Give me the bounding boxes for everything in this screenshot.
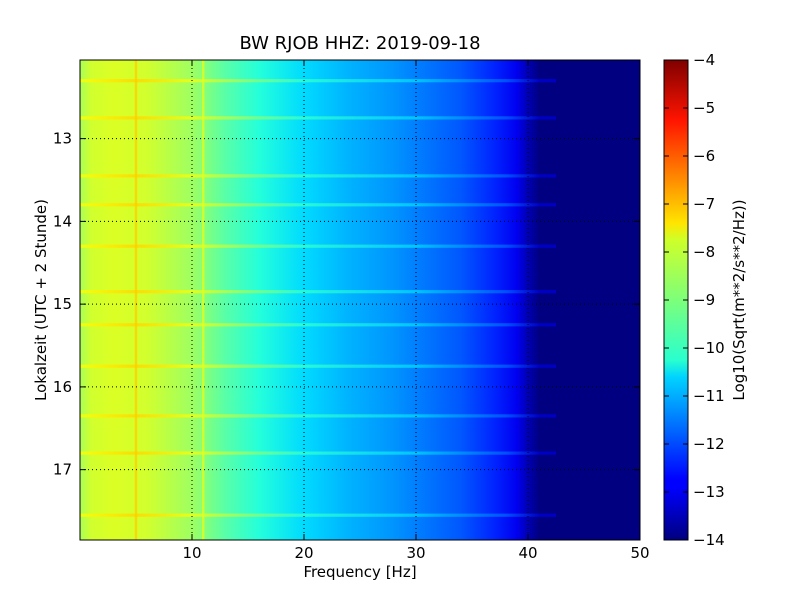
burst-line <box>80 513 556 517</box>
y-tick-label: 15 <box>53 295 72 313</box>
y-axis: 13 14 15 16 17 <box>53 130 640 479</box>
burst-line <box>80 79 556 83</box>
burst-line <box>80 116 556 120</box>
colorbar-tick-label: −7 <box>693 195 715 213</box>
plot-area <box>80 60 640 540</box>
colorbar-tick-label: −4 <box>693 51 715 69</box>
burst-line <box>80 323 556 327</box>
colorbar-tick-label: −9 <box>693 291 715 309</box>
x-tick-label: 10 <box>182 544 201 562</box>
colorbar-tick-label: −5 <box>693 99 715 117</box>
x-tick-label: 50 <box>630 544 649 562</box>
burst-line <box>80 451 556 455</box>
x-tick-label: 40 <box>518 544 537 562</box>
colorbar-tick-label: −6 <box>693 147 715 165</box>
y-tick-label: 16 <box>53 378 72 396</box>
colorbar-tick-label: −12 <box>693 435 725 453</box>
y-axis-label: Lokalzeit (UTC + 2 Stunde) <box>32 199 50 401</box>
colorbar-tick-label: −13 <box>693 483 725 501</box>
persistent-line <box>134 60 138 540</box>
y-tick-label: 13 <box>53 130 72 148</box>
burst-line <box>80 203 556 207</box>
colorbar-label: Log10(Sqrt(m**2/s**2/Hz)) <box>730 199 748 400</box>
x-axis-label: Frequency [Hz] <box>303 563 416 581</box>
burst-line <box>80 364 556 368</box>
burst-line <box>80 414 556 418</box>
burst-line <box>80 290 556 294</box>
persistent-line <box>202 60 205 540</box>
spectrogram-background <box>80 60 640 540</box>
x-tick-label: 30 <box>406 544 425 562</box>
colorbar-tick-label: −10 <box>693 339 725 357</box>
x-tick-label: 20 <box>294 544 313 562</box>
colorbar-ticks: −4 −5 −6 −7 −8 −9 −10 −11 −12 −13 −14 <box>664 51 725 549</box>
spectrogram-lines <box>80 60 556 540</box>
x-axis: 10 20 30 40 50 <box>182 60 650 562</box>
burst-line <box>80 174 556 178</box>
colorbar-tick-label: −11 <box>693 387 725 405</box>
burst-line <box>80 244 556 248</box>
colorbar-tick-label: −14 <box>693 531 725 549</box>
colorbar-tick-label: −8 <box>693 243 715 261</box>
plot-frame <box>79 59 641 541</box>
chart-title: BW RJOB HHZ: 2019-09-18 <box>239 33 480 54</box>
grid-lines <box>80 60 640 540</box>
y-tick-label: 14 <box>53 212 72 230</box>
y-tick-label: 17 <box>53 461 72 479</box>
